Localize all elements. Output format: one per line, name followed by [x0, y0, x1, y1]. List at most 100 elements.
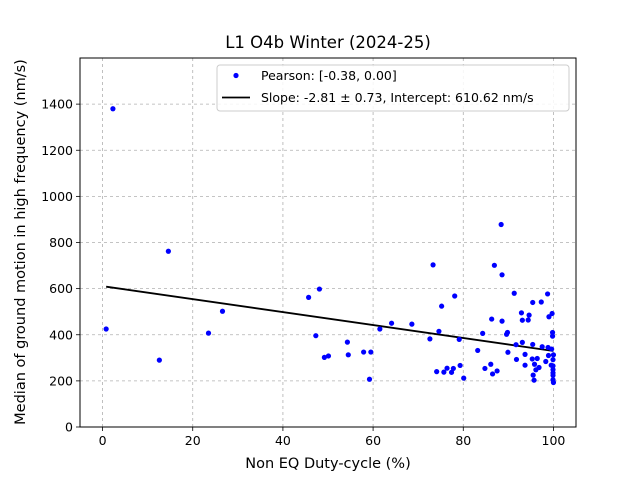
data-point [519, 317, 525, 323]
data-point [549, 333, 556, 339]
data-point [543, 358, 549, 365]
data-point [489, 316, 495, 322]
data-point [439, 303, 445, 309]
data-point [452, 293, 458, 299]
data-point [536, 364, 542, 371]
data-point [313, 333, 319, 339]
legend-box [216, 64, 570, 112]
regression-line-layer [106, 285, 554, 352]
data-point [110, 106, 116, 112]
data-point [519, 339, 525, 345]
data-point [505, 349, 511, 355]
x-tick-label: 20 [185, 433, 201, 448]
data-point [480, 330, 486, 336]
data-point [550, 379, 557, 386]
data-point [368, 349, 374, 355]
data-point [531, 361, 538, 367]
data-point [513, 342, 519, 348]
data-point [457, 362, 463, 369]
x-tick-label: 100 [542, 433, 566, 448]
data-point [494, 368, 500, 374]
data-point [450, 365, 456, 372]
data-point [444, 365, 450, 371]
data-point [427, 336, 433, 342]
x-tick-label: 40 [275, 433, 291, 448]
data-point [345, 352, 351, 358]
data-points [103, 106, 557, 386]
data-point [388, 320, 395, 326]
data-point [156, 357, 162, 363]
data-point [377, 326, 383, 332]
data-point [499, 318, 505, 324]
data-point [550, 372, 556, 378]
y-tick-label: 800 [49, 235, 73, 250]
y-tick-label: 1200 [41, 143, 73, 158]
data-point [549, 346, 555, 352]
data-point [361, 349, 367, 355]
x-axis-label: Non EQ Duty-cycle (%) [245, 456, 410, 472]
data-point [511, 290, 517, 296]
grid [80, 58, 576, 428]
data-point [526, 312, 532, 318]
data-point [531, 377, 537, 383]
data-point [316, 286, 323, 292]
data-point [525, 317, 531, 323]
data-point [475, 347, 481, 354]
legend-marker-pearson [233, 72, 239, 79]
data-point [550, 357, 556, 363]
data-point [434, 369, 440, 375]
data-point [488, 361, 494, 367]
data-point [489, 371, 496, 377]
data-point [529, 356, 535, 362]
data-point [530, 341, 536, 348]
y-tick-label: 600 [49, 281, 73, 296]
y-tick-label: 1400 [41, 97, 73, 112]
regression-line [106, 285, 554, 352]
x-tick-label: 60 [365, 433, 381, 448]
legend-label-pearson: Pearson: [-0.38, 0.00] [261, 68, 397, 83]
data-point [409, 321, 415, 327]
y-axis-ticks: 0 200 400 600 800 1000 1200 1400 [41, 97, 80, 435]
data-point [482, 365, 488, 372]
data-point [539, 344, 545, 350]
data-point [498, 221, 504, 228]
y-tick-label: 200 [49, 373, 73, 388]
data-point [306, 294, 312, 300]
data-point [534, 355, 540, 362]
y-tick-label: 400 [49, 327, 73, 342]
data-point [538, 299, 544, 305]
legend: Pearson: [-0.38, 0.00] Slope: -2.81 ± 0.… [216, 64, 570, 112]
data-point [550, 363, 556, 369]
data-point [530, 372, 536, 378]
data-point [522, 351, 528, 357]
legend-label-fit: Slope: -2.81 ± 0.73, Intercept: 610.62 n… [261, 90, 534, 105]
data-point [518, 310, 525, 316]
data-point [549, 329, 556, 336]
data-point [504, 329, 511, 336]
data-point [522, 362, 528, 368]
data-point [491, 262, 497, 268]
y-tick-label: 1000 [41, 189, 73, 204]
data-point [549, 310, 555, 317]
data-point [366, 376, 373, 382]
data-point [448, 369, 455, 375]
data-point [513, 356, 520, 363]
data-point [545, 352, 552, 359]
data-point [550, 352, 557, 358]
data-point [325, 353, 332, 359]
data-point [205, 330, 212, 336]
data-point [499, 272, 505, 278]
data-point [441, 369, 447, 375]
data-point [456, 336, 462, 342]
y-tick-label: 0 [65, 420, 73, 435]
data-point [321, 354, 327, 360]
data-point [436, 328, 442, 334]
x-tick-label: 0 [99, 433, 107, 448]
data-point [546, 314, 552, 320]
data-point [219, 308, 226, 314]
data-point [165, 248, 171, 254]
data-point [430, 262, 436, 268]
x-axis-ticks: 0 20 40 60 80 100 [99, 427, 566, 448]
data-point [544, 291, 551, 297]
